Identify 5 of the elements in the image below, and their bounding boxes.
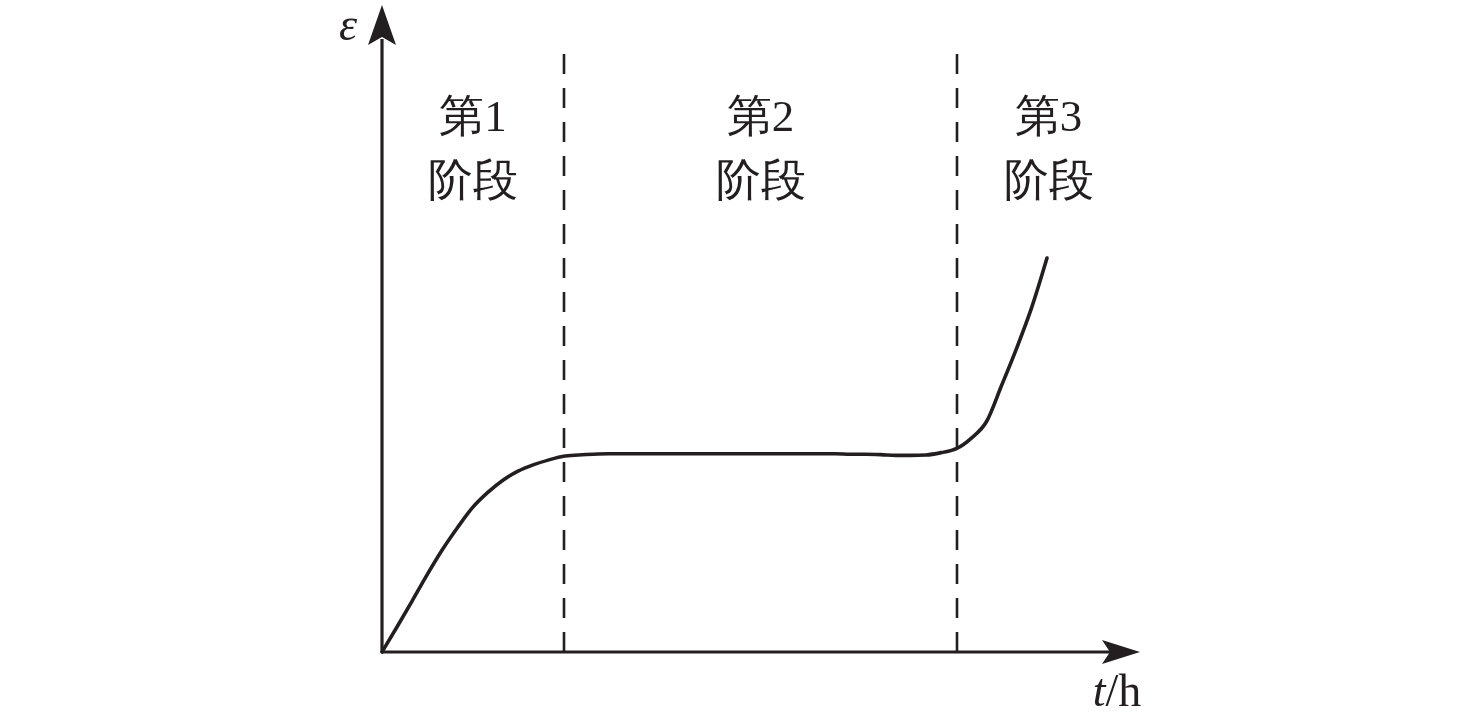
- x-axis-title: t/h: [1092, 665, 1142, 716]
- y-axis-title: ε: [338, 0, 358, 50]
- text: 第3 阶段: [1003, 91, 1094, 205]
- text: 第1 阶段: [428, 91, 518, 205]
- text: 第2 阶段: [715, 91, 806, 205]
